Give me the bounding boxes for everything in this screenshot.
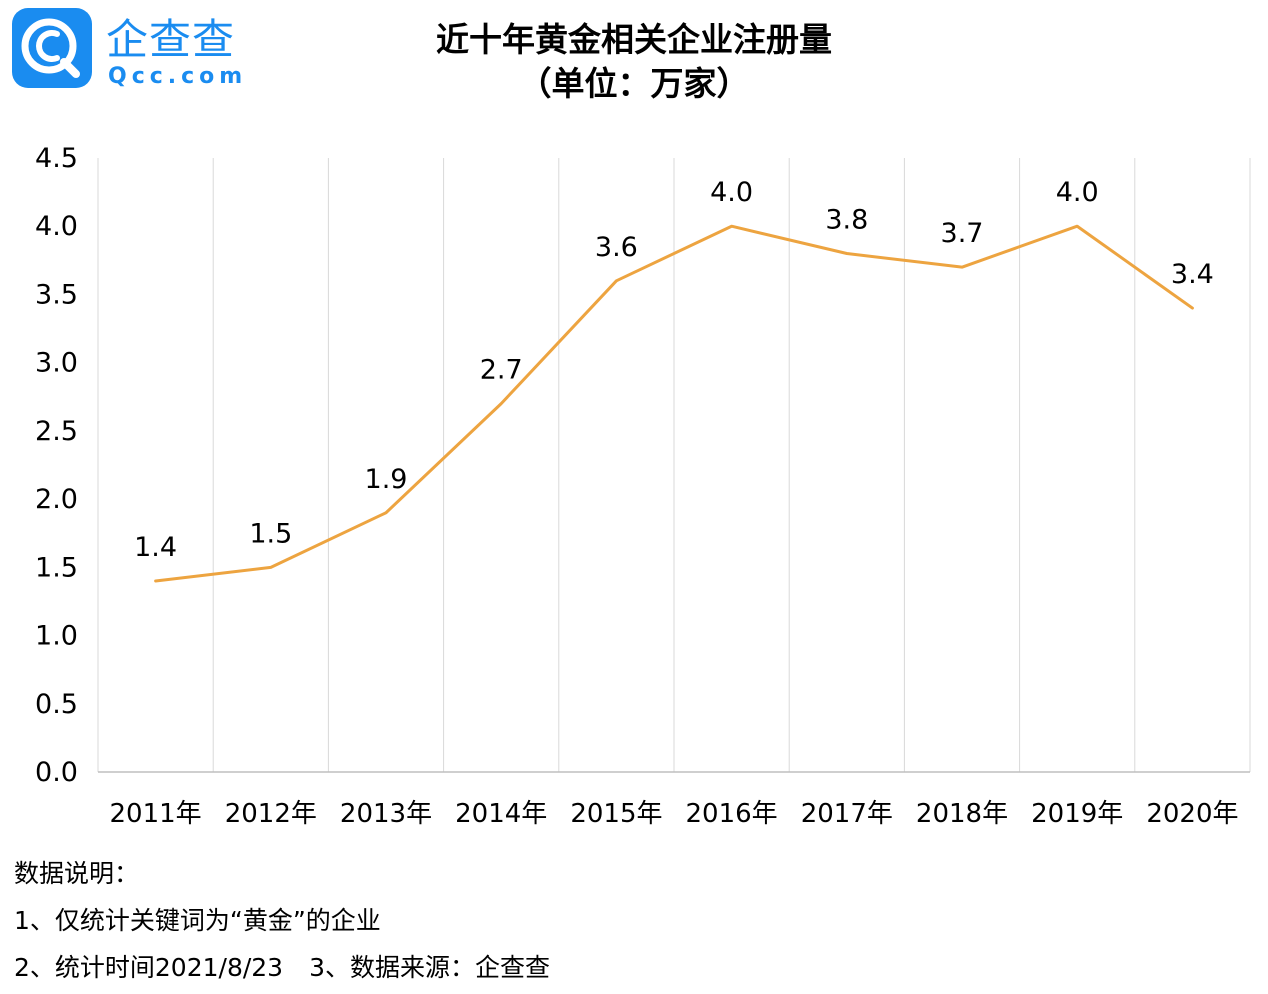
data-label: 3.7 <box>941 218 984 249</box>
y-tick-label: 4.5 <box>35 143 78 174</box>
note-time-source: 2、统计时间2021/8/23 3、数据来源：企查查 <box>14 944 550 991</box>
x-tick-label: 2018年 <box>916 799 1008 829</box>
y-tick-label: 1.5 <box>35 552 78 583</box>
logo: 企查查 Qcc.com <box>12 6 252 90</box>
note-time: 2、统计时间2021/8/23 <box>14 953 284 982</box>
x-tick-label: 2014年 <box>455 799 547 829</box>
chart-unit-line: （单位：万家） <box>518 64 750 103</box>
note-source: 3、数据来源：企查查 <box>309 953 551 982</box>
logo-badge-icon <box>12 8 92 88</box>
x-tick-label: 2016年 <box>686 799 778 829</box>
y-tick-label: 0.5 <box>35 689 78 720</box>
y-tick-label: 3.0 <box>35 348 78 379</box>
data-label: 1.4 <box>134 532 177 563</box>
x-tick-label: 2013年 <box>340 799 432 829</box>
x-tick-label: 2020年 <box>1146 799 1238 829</box>
data-label: 3.6 <box>595 232 638 263</box>
logo-domain: Qcc.com <box>108 64 248 89</box>
x-tick-label: 2017年 <box>801 799 893 829</box>
data-label: 3.4 <box>1171 259 1214 290</box>
chart-title-line: 近十年黄金相关企业注册量 <box>436 20 832 59</box>
series-line <box>154 224 1194 583</box>
data-label: 4.0 <box>1056 177 1099 208</box>
note-keyword: 1、仅统计关键词为“黄金”的企业 <box>14 906 381 935</box>
data-label: 3.8 <box>825 205 868 236</box>
notes-heading: 数据说明： <box>14 859 140 888</box>
y-tick-label: 4.0 <box>35 211 78 242</box>
x-tick-label: 2015年 <box>570 799 662 829</box>
y-tick-label: 0.0 <box>35 757 78 788</box>
x-tick-label: 2012年 <box>225 799 317 829</box>
data-label: 4.0 <box>710 177 753 208</box>
data-label: 1.9 <box>365 464 408 495</box>
data-label: 2.7 <box>480 355 523 386</box>
x-tick-label: 2019年 <box>1031 799 1123 829</box>
logo-name: 企查查 <box>106 15 236 64</box>
data-notes: 数据说明： 1、仅统计关键词为“黄金”的企业 2、统计时间2021/8/23 3、… <box>14 850 550 991</box>
x-tick-label: 2011年 <box>110 799 202 829</box>
data-label: 1.5 <box>249 518 292 549</box>
y-tick-label: 1.0 <box>35 621 78 652</box>
chart-title: 近十年黄金相关企业注册量 （单位：万家） <box>334 18 934 106</box>
y-tick-label: 3.5 <box>35 279 78 310</box>
y-tick-label: 2.0 <box>35 484 78 515</box>
y-tick-label: 2.5 <box>35 416 78 447</box>
